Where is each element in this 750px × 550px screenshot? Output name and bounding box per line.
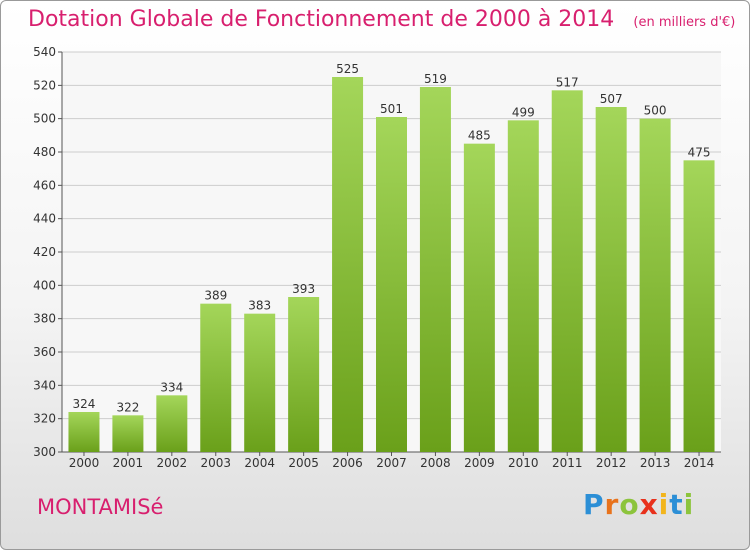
x-tick-label: 2009 bbox=[464, 456, 495, 470]
x-tick-label: 2001 bbox=[113, 456, 144, 470]
bar bbox=[288, 297, 320, 452]
x-tick-label: 2000 bbox=[69, 456, 100, 470]
bar bbox=[156, 395, 188, 452]
data-label: 517 bbox=[556, 75, 579, 89]
bar bbox=[376, 117, 407, 452]
x-tick-label: 2012 bbox=[596, 456, 627, 470]
data-label: 475 bbox=[688, 145, 711, 159]
data-label: 389 bbox=[204, 289, 227, 303]
proxiti-logo: Proxiti bbox=[583, 488, 694, 521]
bar bbox=[683, 160, 715, 453]
bar bbox=[200, 303, 232, 452]
data-label: 519 bbox=[424, 72, 447, 86]
title-row: Dotation Globale de Fonctionnement de 20… bbox=[28, 7, 735, 32]
data-label: 322 bbox=[116, 400, 139, 414]
data-label: 383 bbox=[248, 299, 271, 313]
x-tick-label: 2006 bbox=[332, 456, 363, 470]
logo-letter: r bbox=[604, 488, 620, 521]
bar bbox=[639, 118, 671, 453]
bar bbox=[244, 313, 276, 452]
data-label: 334 bbox=[160, 380, 183, 394]
y-tick-label: 480 bbox=[33, 145, 56, 159]
bar bbox=[112, 415, 144, 452]
commune-name: MONTAMISé bbox=[37, 495, 164, 519]
y-tick-label: 460 bbox=[33, 178, 56, 192]
chart-unit: (en milliers d'€) bbox=[633, 15, 736, 30]
x-tick-label: 2005 bbox=[288, 456, 319, 470]
x-tick-label: 2002 bbox=[157, 456, 188, 470]
x-tick-label: 2003 bbox=[200, 456, 231, 470]
data-label: 499 bbox=[512, 105, 535, 119]
chart-title: Dotation Globale de Fonctionnement de 20… bbox=[28, 7, 615, 32]
x-tick-label: 2011 bbox=[552, 456, 583, 470]
bar bbox=[463, 143, 495, 452]
x-tick-label: 2014 bbox=[684, 456, 715, 470]
logo-letter: o bbox=[619, 488, 640, 521]
bar bbox=[595, 107, 627, 452]
logo-letter: i bbox=[658, 488, 670, 521]
data-label: 500 bbox=[644, 104, 667, 118]
logo-letter: i bbox=[683, 488, 695, 521]
bar bbox=[551, 90, 583, 452]
x-tick-label: 2013 bbox=[640, 456, 671, 470]
x-tick-label: 2004 bbox=[244, 456, 275, 470]
data-label: 324 bbox=[73, 397, 96, 411]
data-label: 485 bbox=[468, 129, 491, 143]
y-tick-label: 380 bbox=[33, 312, 56, 326]
data-label: 501 bbox=[380, 102, 403, 116]
x-tick-label: 2008 bbox=[420, 456, 451, 470]
logo-letter: x bbox=[639, 488, 659, 521]
data-label: 525 bbox=[336, 62, 359, 76]
y-tick-label: 400 bbox=[33, 278, 56, 292]
y-tick-label: 300 bbox=[33, 445, 56, 459]
y-tick-label: 420 bbox=[33, 245, 56, 259]
y-tick-label: 360 bbox=[33, 345, 56, 359]
logo-letter: t bbox=[669, 488, 684, 521]
bar bbox=[68, 412, 100, 452]
data-label: 393 bbox=[292, 282, 315, 296]
bar bbox=[507, 120, 539, 452]
y-tick-label: 520 bbox=[33, 78, 56, 92]
y-tick-label: 320 bbox=[33, 412, 56, 426]
bar bbox=[419, 87, 451, 452]
y-tick-label: 440 bbox=[33, 212, 56, 226]
y-tick-label: 340 bbox=[33, 378, 56, 392]
data-label: 507 bbox=[600, 92, 623, 106]
x-tick-label: 2007 bbox=[376, 456, 407, 470]
logo-letter: P bbox=[583, 488, 605, 521]
y-tick-label: 540 bbox=[33, 45, 56, 59]
x-tick-label: 2010 bbox=[508, 456, 539, 470]
y-tick-label: 500 bbox=[33, 112, 56, 126]
bar bbox=[332, 77, 364, 452]
